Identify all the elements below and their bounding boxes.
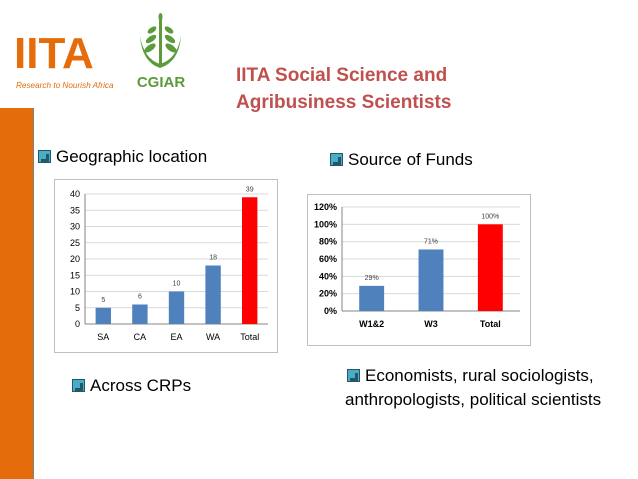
x-tick-label: Total bbox=[480, 319, 501, 329]
x-tick-label: Total bbox=[240, 332, 259, 342]
data-label: 18 bbox=[209, 255, 217, 262]
funds-label: Source of Funds bbox=[330, 150, 473, 170]
data-label: 6 bbox=[138, 294, 142, 301]
accent-sidebar bbox=[0, 108, 33, 479]
funds-label-text: Source of Funds bbox=[348, 150, 473, 169]
y-tick-label: 120% bbox=[314, 202, 337, 212]
crps-label: Across CRPs bbox=[72, 376, 191, 396]
x-tick-label: SA bbox=[97, 332, 109, 342]
y-tick-label: 60% bbox=[319, 254, 337, 264]
checkbox-bullet-icon bbox=[72, 379, 85, 392]
geographic-label-text: Geographic location bbox=[56, 147, 208, 166]
wheat-icon bbox=[140, 13, 181, 68]
x-tick-label: WA bbox=[206, 332, 220, 342]
bar bbox=[477, 224, 503, 311]
bar bbox=[95, 307, 111, 324]
funds-chart-svg: 0% 20% 40% 60% 80% 100% 120% 29% W1&2 71% W3 100% To… bbox=[314, 202, 520, 329]
data-label: 29% bbox=[365, 275, 379, 282]
y-tick-label: 15 bbox=[70, 270, 80, 280]
geographic-chart-svg: 0 5 10 15 20 25 30 35 40 5 SA 6 CA 10 EA 18 WA 39 Total bbox=[70, 186, 268, 342]
data-label: 71% bbox=[424, 238, 438, 245]
y-tick-label: 0 bbox=[75, 319, 80, 329]
y-tick-label: 0% bbox=[324, 306, 337, 316]
funds-chart: 0% 20% 40% 60% 80% 100% 120% 29% W1&2 71% W3 100% To… bbox=[307, 194, 531, 346]
y-tick-label: 20 bbox=[70, 254, 80, 264]
data-label: 100% bbox=[481, 213, 499, 220]
checkbox-bullet-icon bbox=[347, 369, 360, 382]
iita-logo-tagline: Research to Nourish Africa bbox=[16, 81, 114, 90]
x-tick-label: CA bbox=[134, 332, 147, 342]
x-tick-label: W1&2 bbox=[359, 319, 384, 329]
iita-logo-text: IITA bbox=[14, 29, 94, 78]
y-tick-label: 20% bbox=[319, 289, 337, 299]
y-tick-label: 10 bbox=[70, 287, 80, 297]
checkbox-bullet-icon bbox=[330, 153, 343, 166]
y-tick-label: 30 bbox=[70, 222, 80, 232]
bar bbox=[418, 249, 444, 311]
x-tick-label: W3 bbox=[424, 319, 438, 329]
economists-label: Economists, rural sociologists, anthropo… bbox=[345, 364, 630, 412]
y-tick-label: 40 bbox=[70, 189, 80, 199]
data-label: 39 bbox=[246, 186, 254, 193]
data-label: 5 bbox=[101, 297, 105, 304]
bar bbox=[132, 304, 148, 324]
bar bbox=[205, 265, 221, 324]
y-tick-label: 25 bbox=[70, 238, 80, 248]
page-title-line2: Agribusiness Scientists bbox=[236, 92, 452, 113]
sidebar-divider bbox=[33, 108, 34, 479]
data-label: 10 bbox=[173, 281, 181, 288]
cgiar-logo-text: CGIAR bbox=[137, 74, 186, 91]
y-tick-label: 80% bbox=[319, 237, 337, 247]
x-tick-label: EA bbox=[170, 332, 182, 342]
iita-logo: IITA Research to Nourish Africa bbox=[14, 29, 114, 90]
y-tick-label: 40% bbox=[319, 271, 337, 281]
bar bbox=[359, 285, 385, 311]
geographic-chart: 0 5 10 15 20 25 30 35 40 5 SA 6 CA 10 EA 18 WA 39 Total bbox=[54, 179, 278, 353]
economists-label-text: Economists, rural sociologists, anthropo… bbox=[345, 366, 602, 409]
geographic-label: Geographic location bbox=[38, 147, 207, 167]
y-tick-label: 35 bbox=[70, 205, 80, 215]
bar bbox=[168, 291, 185, 324]
crps-label-text: Across CRPs bbox=[90, 376, 192, 395]
checkbox-bullet-icon bbox=[38, 150, 51, 163]
page-title-line1: IITA Social Science and bbox=[236, 65, 448, 86]
page-title: IITA Social Science and Agribusiness Sci… bbox=[236, 62, 451, 116]
cgiar-logo: CGIAR bbox=[137, 13, 186, 91]
bar bbox=[242, 197, 258, 324]
y-tick-label: 100% bbox=[314, 219, 337, 229]
y-tick-label: 5 bbox=[75, 303, 80, 313]
